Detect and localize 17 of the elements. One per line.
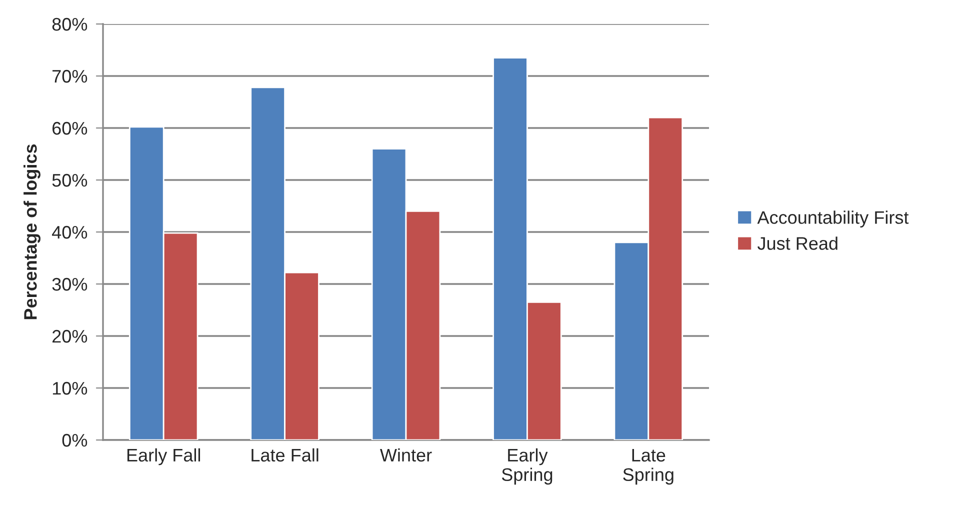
legend-label: Accountability First: [757, 210, 909, 228]
y-tick-label: 20%: [52, 330, 88, 343]
x-tick-label: Late Spring: [623, 448, 674, 485]
x-tick-label: Winter: [380, 448, 432, 462]
x-tick-label: Early Fall: [127, 448, 200, 466]
legend-label: Just Read: [758, 236, 838, 250]
y-tick-label: 10%: [52, 382, 88, 395]
y-tick-label: 80%: [52, 18, 88, 31]
x-tick-label: Late Fall: [252, 448, 318, 462]
y-tick-label: 40%: [52, 226, 88, 239]
x-tick-label: Early Spring: [502, 448, 552, 485]
y-tick-label: 60%: [52, 122, 88, 135]
y-tick-label: 50%: [52, 174, 88, 187]
y-axis-title: Percentage of logics: [24, 144, 40, 320]
y-tick-label: 30%: [52, 278, 88, 291]
y-tick-label: 0%: [62, 434, 88, 447]
y-tick-label: 70%: [52, 70, 88, 83]
